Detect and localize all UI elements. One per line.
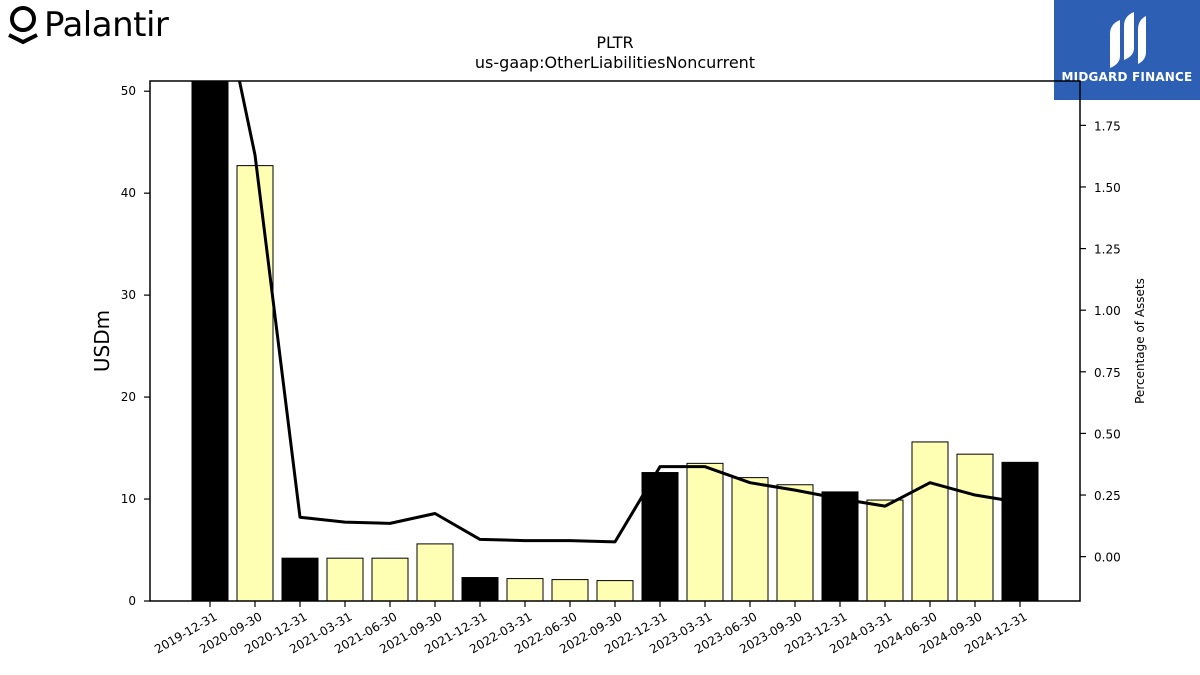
line-layer (237, 81, 1021, 544)
bar-2019-12-31 (191, 80, 229, 602)
bar-2022-06-30 (551, 579, 589, 602)
y-tick-label: 0 (128, 594, 136, 608)
y2-tick-label: 0.50 (1094, 427, 1121, 441)
percentage-of-assets-line (237, 81, 1021, 544)
y2-tick-label: 0.00 (1094, 551, 1121, 565)
y2-axis-label: Percentage of Assets (1133, 278, 1147, 404)
y2-tick-label: 1.25 (1094, 243, 1121, 257)
midgard-mark-icon (1110, 12, 1146, 68)
y-tick-label: 50 (121, 84, 136, 98)
y2-tick-label: 1.00 (1094, 304, 1121, 318)
y2-tick-label: 0.25 (1094, 489, 1121, 503)
bar-2020-12-31 (281, 557, 319, 602)
bar-2021-09-30 (416, 543, 454, 602)
bar-2020-09-30 (236, 165, 274, 602)
y-axis-left: 0 10 20 30 40 50 (121, 84, 150, 608)
bar-2024-09-30 (956, 453, 994, 602)
bars-layer (191, 80, 1039, 602)
y2-tick-label: 1.75 (1094, 119, 1121, 133)
bar-2022-09-30 (596, 580, 634, 602)
bar-2021-06-30 (371, 557, 409, 602)
y2-tick-label: 0.75 (1094, 366, 1121, 380)
y-tick-label: 20 (121, 390, 136, 404)
y2-tick-label: 1.50 (1094, 181, 1121, 195)
bar-2021-12-31 (461, 577, 499, 602)
palantir-logo: Palantir (6, 4, 169, 46)
bar-2023-03-31 (686, 462, 724, 602)
y-axis-label: USDm (90, 310, 114, 372)
chart-subtitle: us-gaap:OtherLiabilitiesNoncurrent (475, 53, 755, 72)
bar-2023-09-30 (776, 484, 814, 602)
bar-2024-03-31 (866, 499, 904, 602)
bar-2022-12-31 (641, 472, 679, 602)
y-tick-label: 30 (121, 288, 136, 302)
chart-title: PLTR (596, 33, 633, 52)
midgard-logo-text: MIDGARD FINANCE (1061, 70, 1193, 84)
palantir-logo-text: Palantir (44, 5, 169, 45)
y-axis-right: 0.00 0.25 0.50 0.75 1.00 1.25 1.50 1.75 (1080, 119, 1121, 565)
bar-2024-12-31 (1001, 461, 1039, 602)
bar-2021-03-31 (326, 557, 364, 602)
bar-2024-06-30 (911, 441, 949, 602)
y-tick-label: 40 (121, 186, 136, 200)
x-axis: 2019-12-312020-09-302020-12-312021-03-31… (152, 601, 1030, 656)
bar-2022-03-31 (506, 578, 544, 602)
midgard-finance-logo: MIDGARD FINANCE (1054, 0, 1200, 100)
y-tick-label: 10 (121, 492, 136, 506)
bar-2023-12-31 (821, 491, 859, 602)
bar-2023-06-30 (731, 477, 769, 602)
palantir-mark-icon (8, 6, 38, 45)
